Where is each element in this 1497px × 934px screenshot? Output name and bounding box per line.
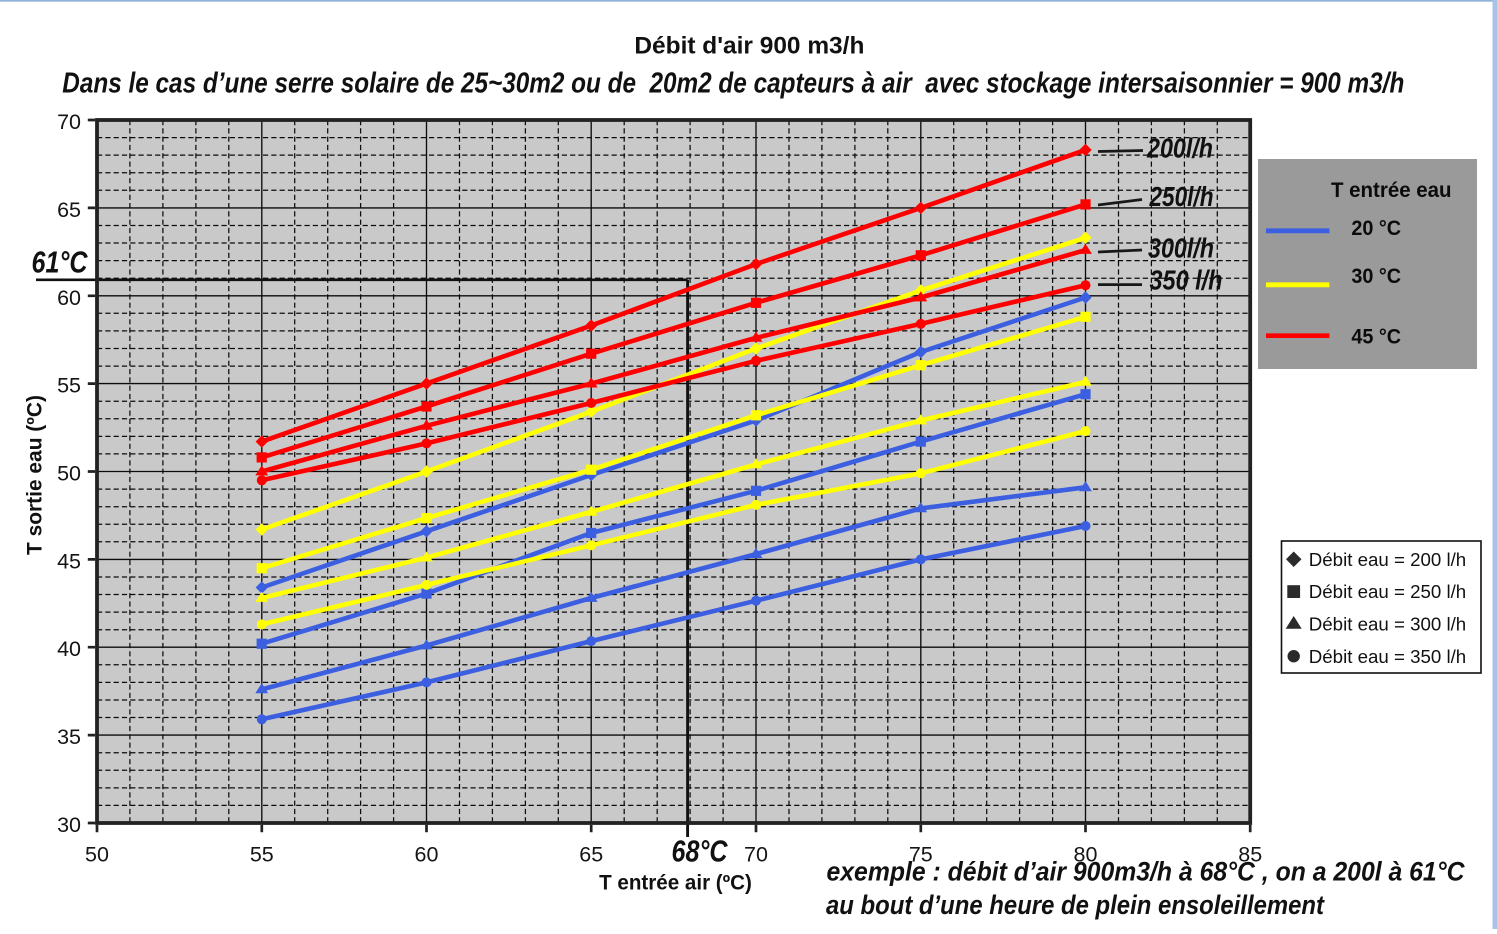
svg-text:T entrée eau: T entrée eau: [1331, 179, 1452, 202]
svg-text:50: 50: [57, 462, 81, 486]
svg-text:68°C: 68°C: [672, 834, 728, 869]
svg-text:45: 45: [57, 549, 81, 573]
svg-text:60: 60: [57, 286, 81, 310]
svg-text:65: 65: [579, 843, 603, 867]
svg-text:55: 55: [57, 374, 81, 398]
svg-text:55: 55: [250, 843, 274, 867]
svg-text:35: 35: [57, 725, 81, 749]
svg-text:300l/h: 300l/h: [1148, 232, 1214, 263]
svg-text:Dans le cas d’une serre solair: Dans le cas d’une serre solaire de 25~30…: [62, 68, 1404, 100]
svg-text:30: 30: [57, 813, 81, 837]
svg-text:Débit eau = 200 l/h: Débit eau = 200 l/h: [1309, 549, 1466, 570]
svg-text:70: 70: [57, 110, 81, 134]
svg-text:200l/h: 200l/h: [1146, 133, 1213, 164]
svg-text:60: 60: [415, 843, 439, 867]
svg-text:Débit eau = 300 l/h: Débit eau = 300 l/h: [1309, 614, 1466, 635]
svg-text:65: 65: [57, 198, 81, 222]
svg-text:T entrée air (ºC): T entrée air (ºC): [599, 872, 752, 895]
svg-text:30 °C: 30 °C: [1351, 265, 1401, 288]
svg-text:au bout d’une heure de plein e: au bout d’une heure de plein ensoleillem…: [826, 890, 1325, 920]
svg-text:40: 40: [57, 637, 81, 661]
svg-text:20 °C: 20 °C: [1351, 217, 1401, 240]
svg-text:Débit eau = 350 l/h: Débit eau = 350 l/h: [1309, 646, 1466, 667]
svg-text:350 l/h: 350 l/h: [1150, 264, 1223, 295]
svg-text:Débit d'air 900 m3/h: Débit d'air 900 m3/h: [634, 33, 864, 60]
svg-text:Débit eau = 250 l/h: Débit eau = 250 l/h: [1309, 581, 1466, 602]
svg-text:250l/h: 250l/h: [1149, 181, 1214, 212]
svg-text:exemple : débit d’air 900m3/h: exemple : débit d’air 900m3/h à 68°C , o…: [827, 857, 1466, 887]
svg-text:70: 70: [744, 843, 768, 867]
svg-text:45 °C: 45 °C: [1351, 326, 1401, 349]
svg-text:T sortie eau (ºC): T sortie eau (ºC): [24, 395, 47, 555]
svg-text:61°C: 61°C: [32, 245, 88, 280]
svg-text:50: 50: [85, 843, 109, 867]
